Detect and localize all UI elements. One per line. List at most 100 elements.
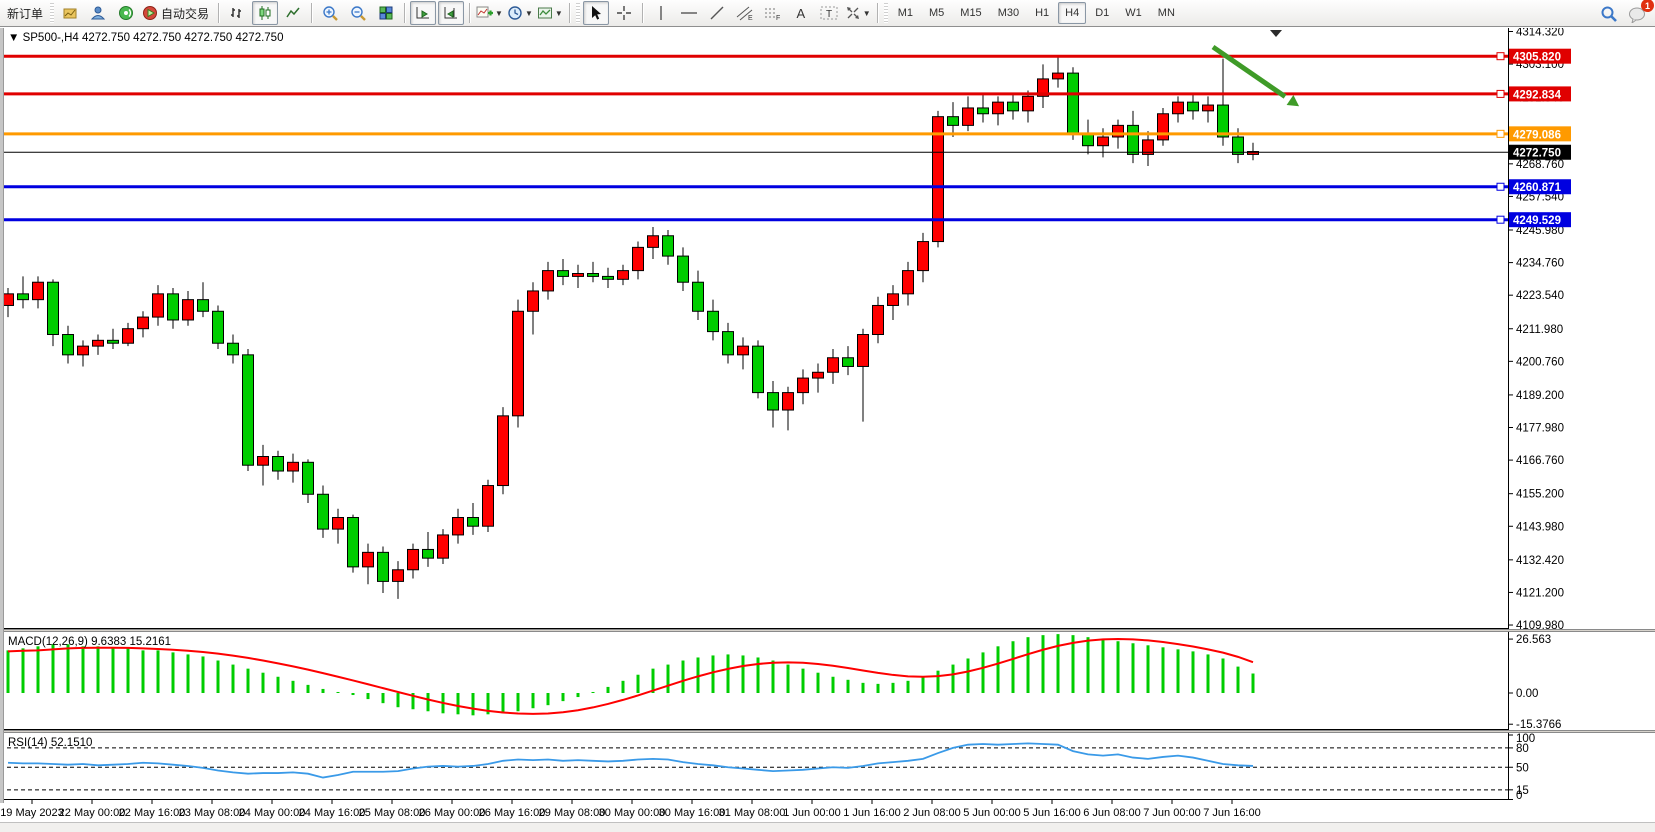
panel-splitter[interactable] (0, 730, 1655, 733)
indicators-button[interactable]: ▼ (475, 1, 504, 25)
period-button[interactable]: ▼ (506, 1, 534, 25)
macd-histogram-bar (576, 693, 580, 698)
candle (32, 281, 44, 301)
price-line-label[interactable] (1509, 144, 1571, 160)
zoom-in-button[interactable] (317, 1, 343, 25)
panel-splitter[interactable] (0, 629, 1655, 632)
candle (62, 334, 74, 356)
notifications-button[interactable]: 1 (1624, 0, 1654, 26)
line-chart-button[interactable] (280, 1, 306, 25)
text-label-button[interactable]: T (816, 1, 842, 25)
macd-histogram-bar (111, 648, 115, 693)
fibonacci-button[interactable]: F (760, 1, 786, 25)
time-axis[interactable]: 19 May 2023 22 May 00:00 22 May 16:00 23 Ma… (0, 800, 1655, 822)
svg-text:F: F (776, 15, 780, 21)
vertical-line-icon (655, 5, 667, 21)
candle (527, 290, 539, 312)
price-tick-label: 4121.200 (1516, 587, 1564, 599)
chart-title[interactable]: ▼ SP500-,H4 4272.750 4272.750 4272.750 4… (8, 32, 283, 44)
indicators-icon (476, 5, 494, 21)
tile-windows-button[interactable] (373, 1, 399, 25)
trendline-button[interactable] (704, 1, 730, 25)
toolbar-separator (876, 3, 878, 23)
equidistant-channel-button[interactable]: E (732, 1, 758, 25)
rsi-line (7, 742, 1254, 779)
signal-button[interactable] (113, 1, 139, 25)
candle (167, 293, 179, 321)
candle (437, 534, 449, 559)
autotrading-icon (142, 5, 158, 21)
macd-histogram-bar (1116, 641, 1120, 693)
templates-button[interactable]: ▼ (536, 1, 564, 25)
candle (587, 273, 599, 277)
annotation-arrow-head[interactable] (1286, 95, 1300, 107)
new-order-button[interactable]: 新订单 (3, 1, 47, 25)
date-label: 24 May 00:00 (239, 807, 306, 819)
text-button[interactable]: A (788, 1, 814, 25)
price-chart-panel[interactable]: 4314.3204303.1004291.5404280.1004268.760… (0, 28, 1655, 629)
text-label-icon: T (820, 5, 838, 21)
timeframe-MN[interactable]: MN (1157, 7, 1175, 19)
candle (362, 551, 374, 568)
timeframe-M30[interactable]: M30 (997, 7, 1020, 19)
timeframe-M5[interactable]: M5 (929, 7, 945, 19)
charts-button[interactable] (57, 1, 83, 25)
dropdown-arrow-icon: ▼ (495, 8, 503, 18)
chart-window: 4314.3204303.1004291.5404280.1004268.760… (0, 28, 1655, 832)
candle (287, 461, 299, 472)
crosshair-button[interactable] (611, 1, 637, 25)
price-line-label[interactable] (1509, 126, 1571, 142)
candle (602, 275, 614, 280)
macd-histogram-bar (411, 693, 415, 710)
timeframe-H4[interactable]: H4 (1058, 2, 1087, 24)
macd-panel[interactable]: 26.563 0.00 -15.3766 MACD(12,26,9) 9.6383 1… (0, 632, 1655, 730)
macd-histogram-bar (261, 672, 265, 693)
date-label: 5 Jun 16:00 (1023, 807, 1081, 819)
macd-histogram-bar (456, 693, 460, 715)
chart-shift-button[interactable] (438, 1, 465, 25)
macd-histogram-bar (831, 676, 835, 693)
price-line-label[interactable] (1509, 179, 1571, 195)
price-line-label-text: 4305.820 (1513, 52, 1561, 64)
timeframe-D1[interactable]: D1 (1095, 7, 1110, 19)
vertical-line-button[interactable] (648, 1, 674, 25)
candle (1007, 101, 1019, 112)
timeframe-M1[interactable]: M1 (897, 7, 913, 19)
profile-icon (90, 5, 106, 21)
chart-shift-marker[interactable] (1270, 30, 1282, 37)
bar-chart-button[interactable] (224, 1, 250, 25)
candle (47, 281, 59, 336)
candlestick-icon (257, 5, 273, 21)
cursor-button[interactable] (582, 1, 609, 25)
timeframe-M15[interactable]: M15 (960, 7, 982, 19)
rsi-panel[interactable]: 100 80 50 15 0 RSI(14) 52.1510 (0, 733, 1655, 800)
candle (1232, 136, 1244, 155)
price-line-label[interactable] (1509, 48, 1571, 64)
candle (107, 339, 119, 344)
arrows-button[interactable]: ▼ (844, 1, 872, 25)
auto-scroll-icon (415, 5, 431, 21)
zoom-out-button[interactable] (345, 1, 371, 25)
macd-histogram-bar (891, 682, 895, 693)
macd-histogram-bar (726, 654, 730, 693)
candlestick-button[interactable] (252, 1, 279, 25)
candle (857, 334, 869, 367)
candle (707, 310, 719, 333)
candle (242, 354, 254, 466)
search-button[interactable] (1596, 2, 1622, 26)
autotrading-button[interactable]: 自动交易 (141, 1, 213, 25)
timeframe-H1[interactable]: H1 (1035, 7, 1050, 19)
annotation-arrow[interactable] (1211, 44, 1287, 99)
auto-scroll-button[interactable] (410, 1, 437, 25)
macd-histogram-bar (786, 664, 790, 693)
rsi-tick-label: 0 (1516, 790, 1522, 800)
profile-button[interactable] (85, 1, 111, 25)
price-line-label[interactable] (1509, 86, 1571, 102)
horizontal-line-button[interactable] (676, 1, 702, 25)
timeframe-W1[interactable]: W1 (1125, 7, 1142, 19)
price-line-label[interactable] (1509, 212, 1571, 228)
macd-histogram-bar (276, 676, 280, 693)
macd-histogram-bar (756, 657, 760, 693)
macd-histogram-bar (1251, 673, 1255, 693)
